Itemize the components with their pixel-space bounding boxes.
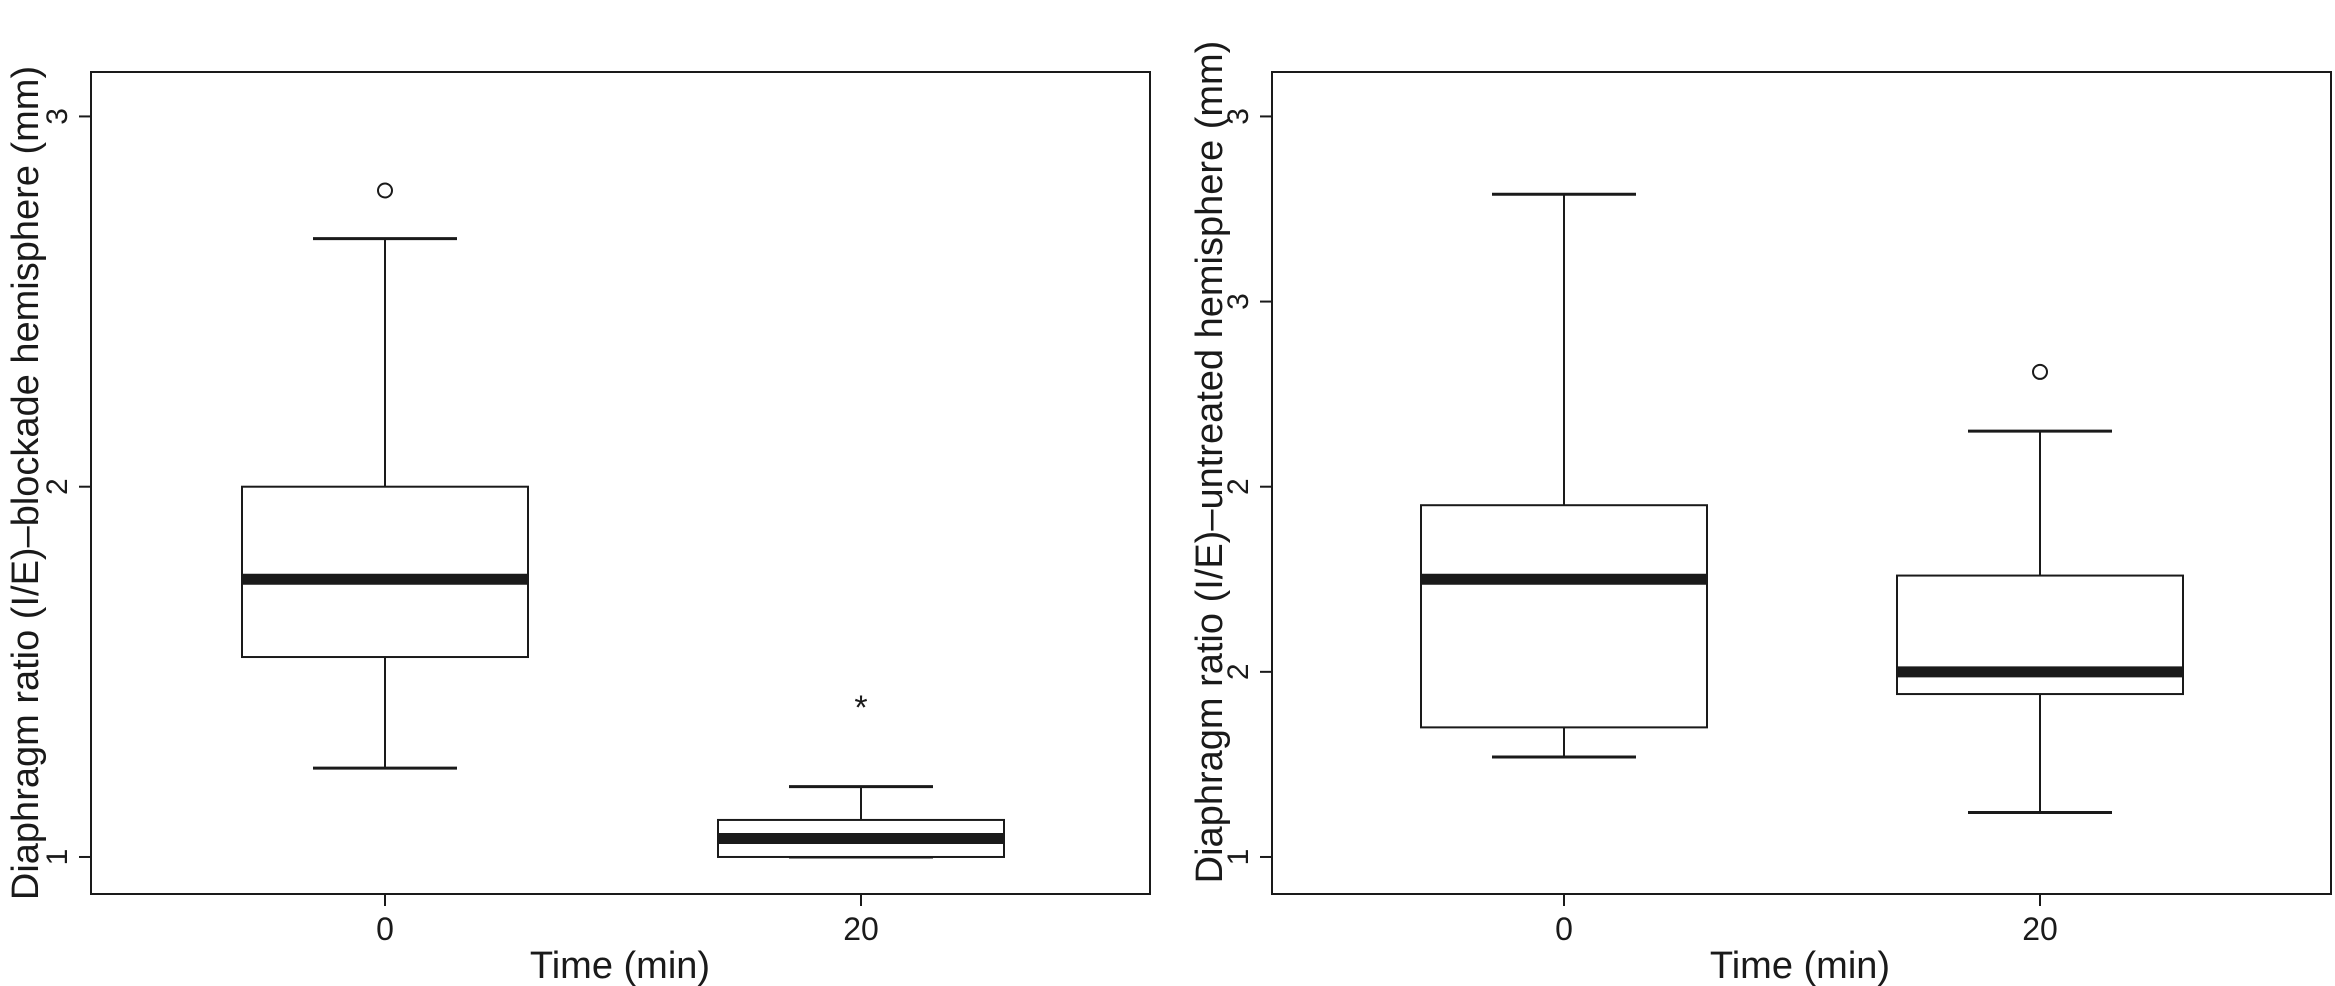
y-tick-label: 1 [41, 849, 74, 866]
left-y-axis-label: Diaphragm ratio (I/E)–blockade hemispher… [5, 66, 47, 900]
box-20: * [717, 689, 1005, 859]
y-tick-label: 3 [1222, 108, 1255, 125]
x-tick-label: 20 [843, 911, 879, 947]
iqr-box [241, 485, 529, 659]
y-tick-label: 1 [1222, 849, 1255, 866]
box-0 [241, 182, 529, 770]
extreme-outlier-point: * [854, 689, 867, 727]
y-tick-label: 2 [41, 478, 74, 495]
x-tick-label: 0 [376, 911, 394, 947]
right-x-axis: 0 20 [1555, 894, 2058, 947]
x-tick-label: 0 [1555, 911, 1573, 947]
right-y-axis: 1 2 2 3 3 [1222, 108, 1272, 865]
x-tick-label: 20 [2022, 911, 2058, 947]
outlier-point [2032, 363, 2048, 380]
left-x-axis: 0 20 [376, 894, 879, 947]
outlier-point [377, 182, 393, 199]
y-tick-label: 3 [41, 108, 74, 125]
iqr-box [1420, 504, 1708, 729]
right-plot-frame [1271, 71, 2332, 895]
left-x-axis-label: Time (min) [530, 945, 710, 986]
y-tick-label: 2 [1222, 663, 1255, 680]
left-plot-frame [90, 71, 1151, 895]
box-20 [1896, 363, 2184, 815]
right-boxes [1420, 192, 2184, 815]
y-tick-label: 3 [1222, 293, 1255, 310]
box-0 [1420, 192, 1708, 759]
y-tick-label: 2 [1222, 478, 1255, 495]
left-boxplot-panel: 1 2 3 0 20 * Time (min) Diaphragm ratio (I/… [5, 66, 1151, 986]
left-y-axis: 1 2 3 [41, 108, 91, 865]
right-x-axis-label: Time (min) [1710, 945, 1890, 986]
right-y-axis-label: Diaphragm ratio (I/E)–untreated hemisphe… [1189, 41, 1231, 884]
left-boxes: * [241, 182, 1005, 859]
right-boxplot-panel: 1 2 2 3 3 0 20 Time (min) Diaphragm ratio (I/… [1189, 41, 2332, 986]
